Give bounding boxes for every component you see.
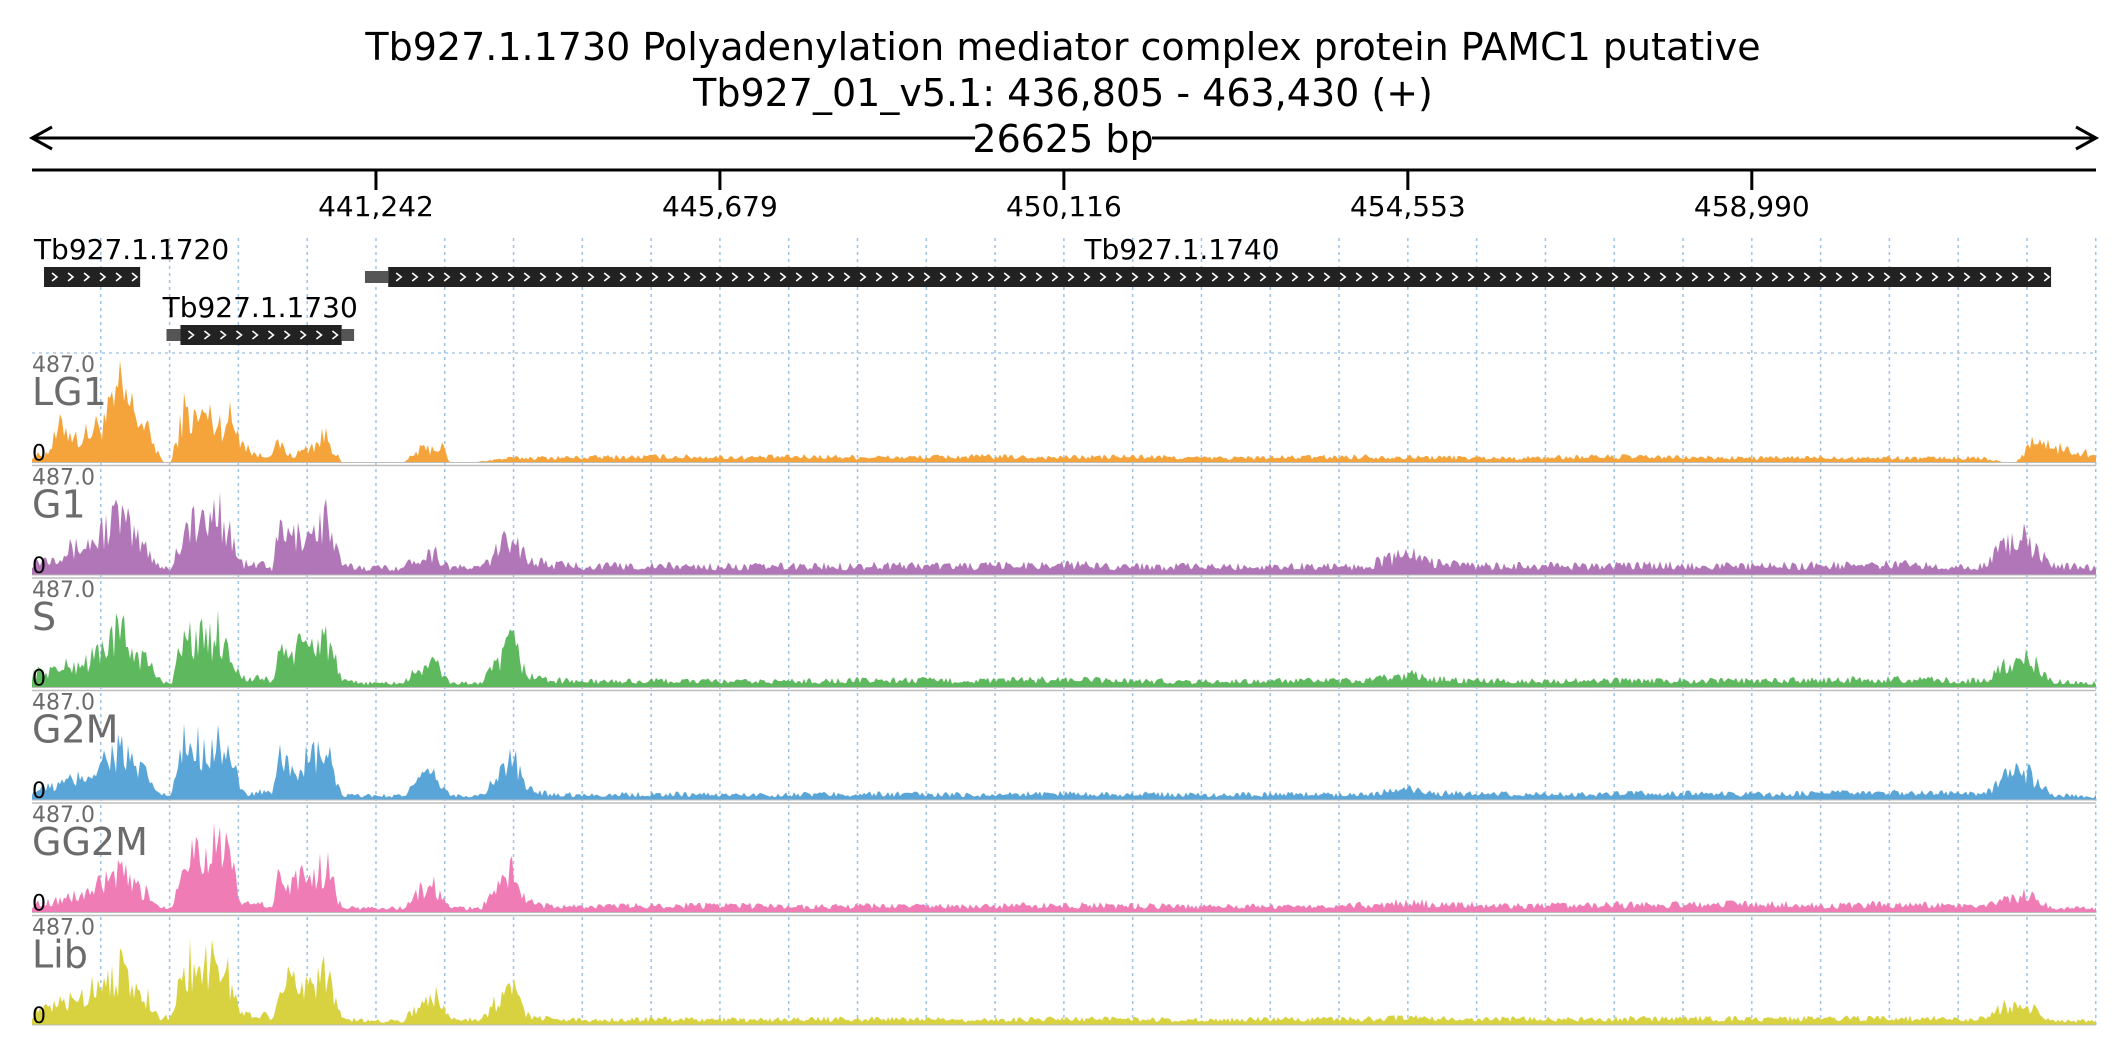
gene-utr3 xyxy=(341,329,355,341)
coverage-tracks: 487.0LG10487.0G10487.0S0487.0G2M0487.0GG… xyxy=(32,352,2096,1029)
gene-model: Tb927.1.1730 xyxy=(162,291,358,345)
strand-chevron-icon xyxy=(51,272,139,282)
gene-label: Tb927.1.1730 xyxy=(162,291,358,324)
gene-label: Tb927.1.1740 xyxy=(1083,233,1279,266)
gene-utr5 xyxy=(166,329,181,341)
track-max-label: 487.0 xyxy=(32,691,95,716)
coverage-area xyxy=(32,492,2096,575)
chart-title: Tb927.1.1730 Polyadenylation mediator co… xyxy=(364,25,1760,69)
track-zero-label: 0 xyxy=(32,779,46,804)
track-zero-label: 0 xyxy=(32,442,46,467)
gene-utr5 xyxy=(364,271,389,283)
track-zero-label: 0 xyxy=(32,1004,46,1029)
track-name: S xyxy=(32,595,56,639)
coverage-area xyxy=(32,609,2096,688)
scale-tick-label: 454,553 xyxy=(1350,190,1466,223)
coverage-track: 487.0S 0 xyxy=(32,577,2096,692)
scale-tick-label: 450,116 xyxy=(1006,190,1122,223)
coverage-area xyxy=(32,723,2096,800)
gene-model: Tb927.1.1740 xyxy=(364,233,2052,287)
coverage-area xyxy=(32,822,2096,913)
track-zero-label: 0 xyxy=(32,892,46,917)
span-label: 26625 bp xyxy=(972,117,1153,161)
coverage-area xyxy=(32,360,2096,463)
gene-model: Tb927.1.1720 xyxy=(33,233,229,287)
track-zero-label: 0 xyxy=(32,667,46,692)
track-max-label: 487.0 xyxy=(32,466,95,491)
strand-chevron-icon xyxy=(395,272,2051,282)
span-indicator: 26625 bp xyxy=(28,117,2100,161)
strand-chevron-icon xyxy=(187,330,339,340)
gene-models: Tb927.1.1720 Tb927.1.1730 Tb927.1.1740 xyxy=(33,233,2052,345)
track-max-label: 487.0 xyxy=(32,578,95,603)
track-name: Lib xyxy=(32,933,88,977)
scale-tick-label: 458,990 xyxy=(1694,190,1810,223)
gene-label: Tb927.1.1720 xyxy=(33,233,229,266)
track-zero-label: 0 xyxy=(32,554,46,579)
scale-tick-label: 441,242 xyxy=(318,190,434,223)
track-max-label: 487.0 xyxy=(32,353,95,378)
arrowhead-left-icon xyxy=(28,125,53,151)
chart-subtitle: Tb927_01_v5.1: 436,805 - 463,430 (+) xyxy=(692,71,1433,115)
track-max-label: 487.0 xyxy=(32,803,95,828)
scale-tick-label: 445,679 xyxy=(662,190,778,223)
track-max-label: 487.0 xyxy=(32,916,95,941)
arrowhead-right-icon xyxy=(2075,125,2100,151)
track-name: G1 xyxy=(32,483,86,527)
track-name: G2M xyxy=(32,708,118,752)
grid-lines xyxy=(100,238,2097,1028)
track-name: GG2M xyxy=(32,820,148,864)
scale-ticks: 441,242 445,679 450,116 454,553 458,990 xyxy=(318,170,1810,223)
gene-cds xyxy=(44,267,141,287)
coverage-area xyxy=(32,937,2096,1025)
track-name: LG1 xyxy=(32,370,107,414)
gene-cds xyxy=(180,325,342,345)
gene-cds xyxy=(388,267,2052,287)
coverage-track: 487.0G1 0 xyxy=(32,464,2096,579)
